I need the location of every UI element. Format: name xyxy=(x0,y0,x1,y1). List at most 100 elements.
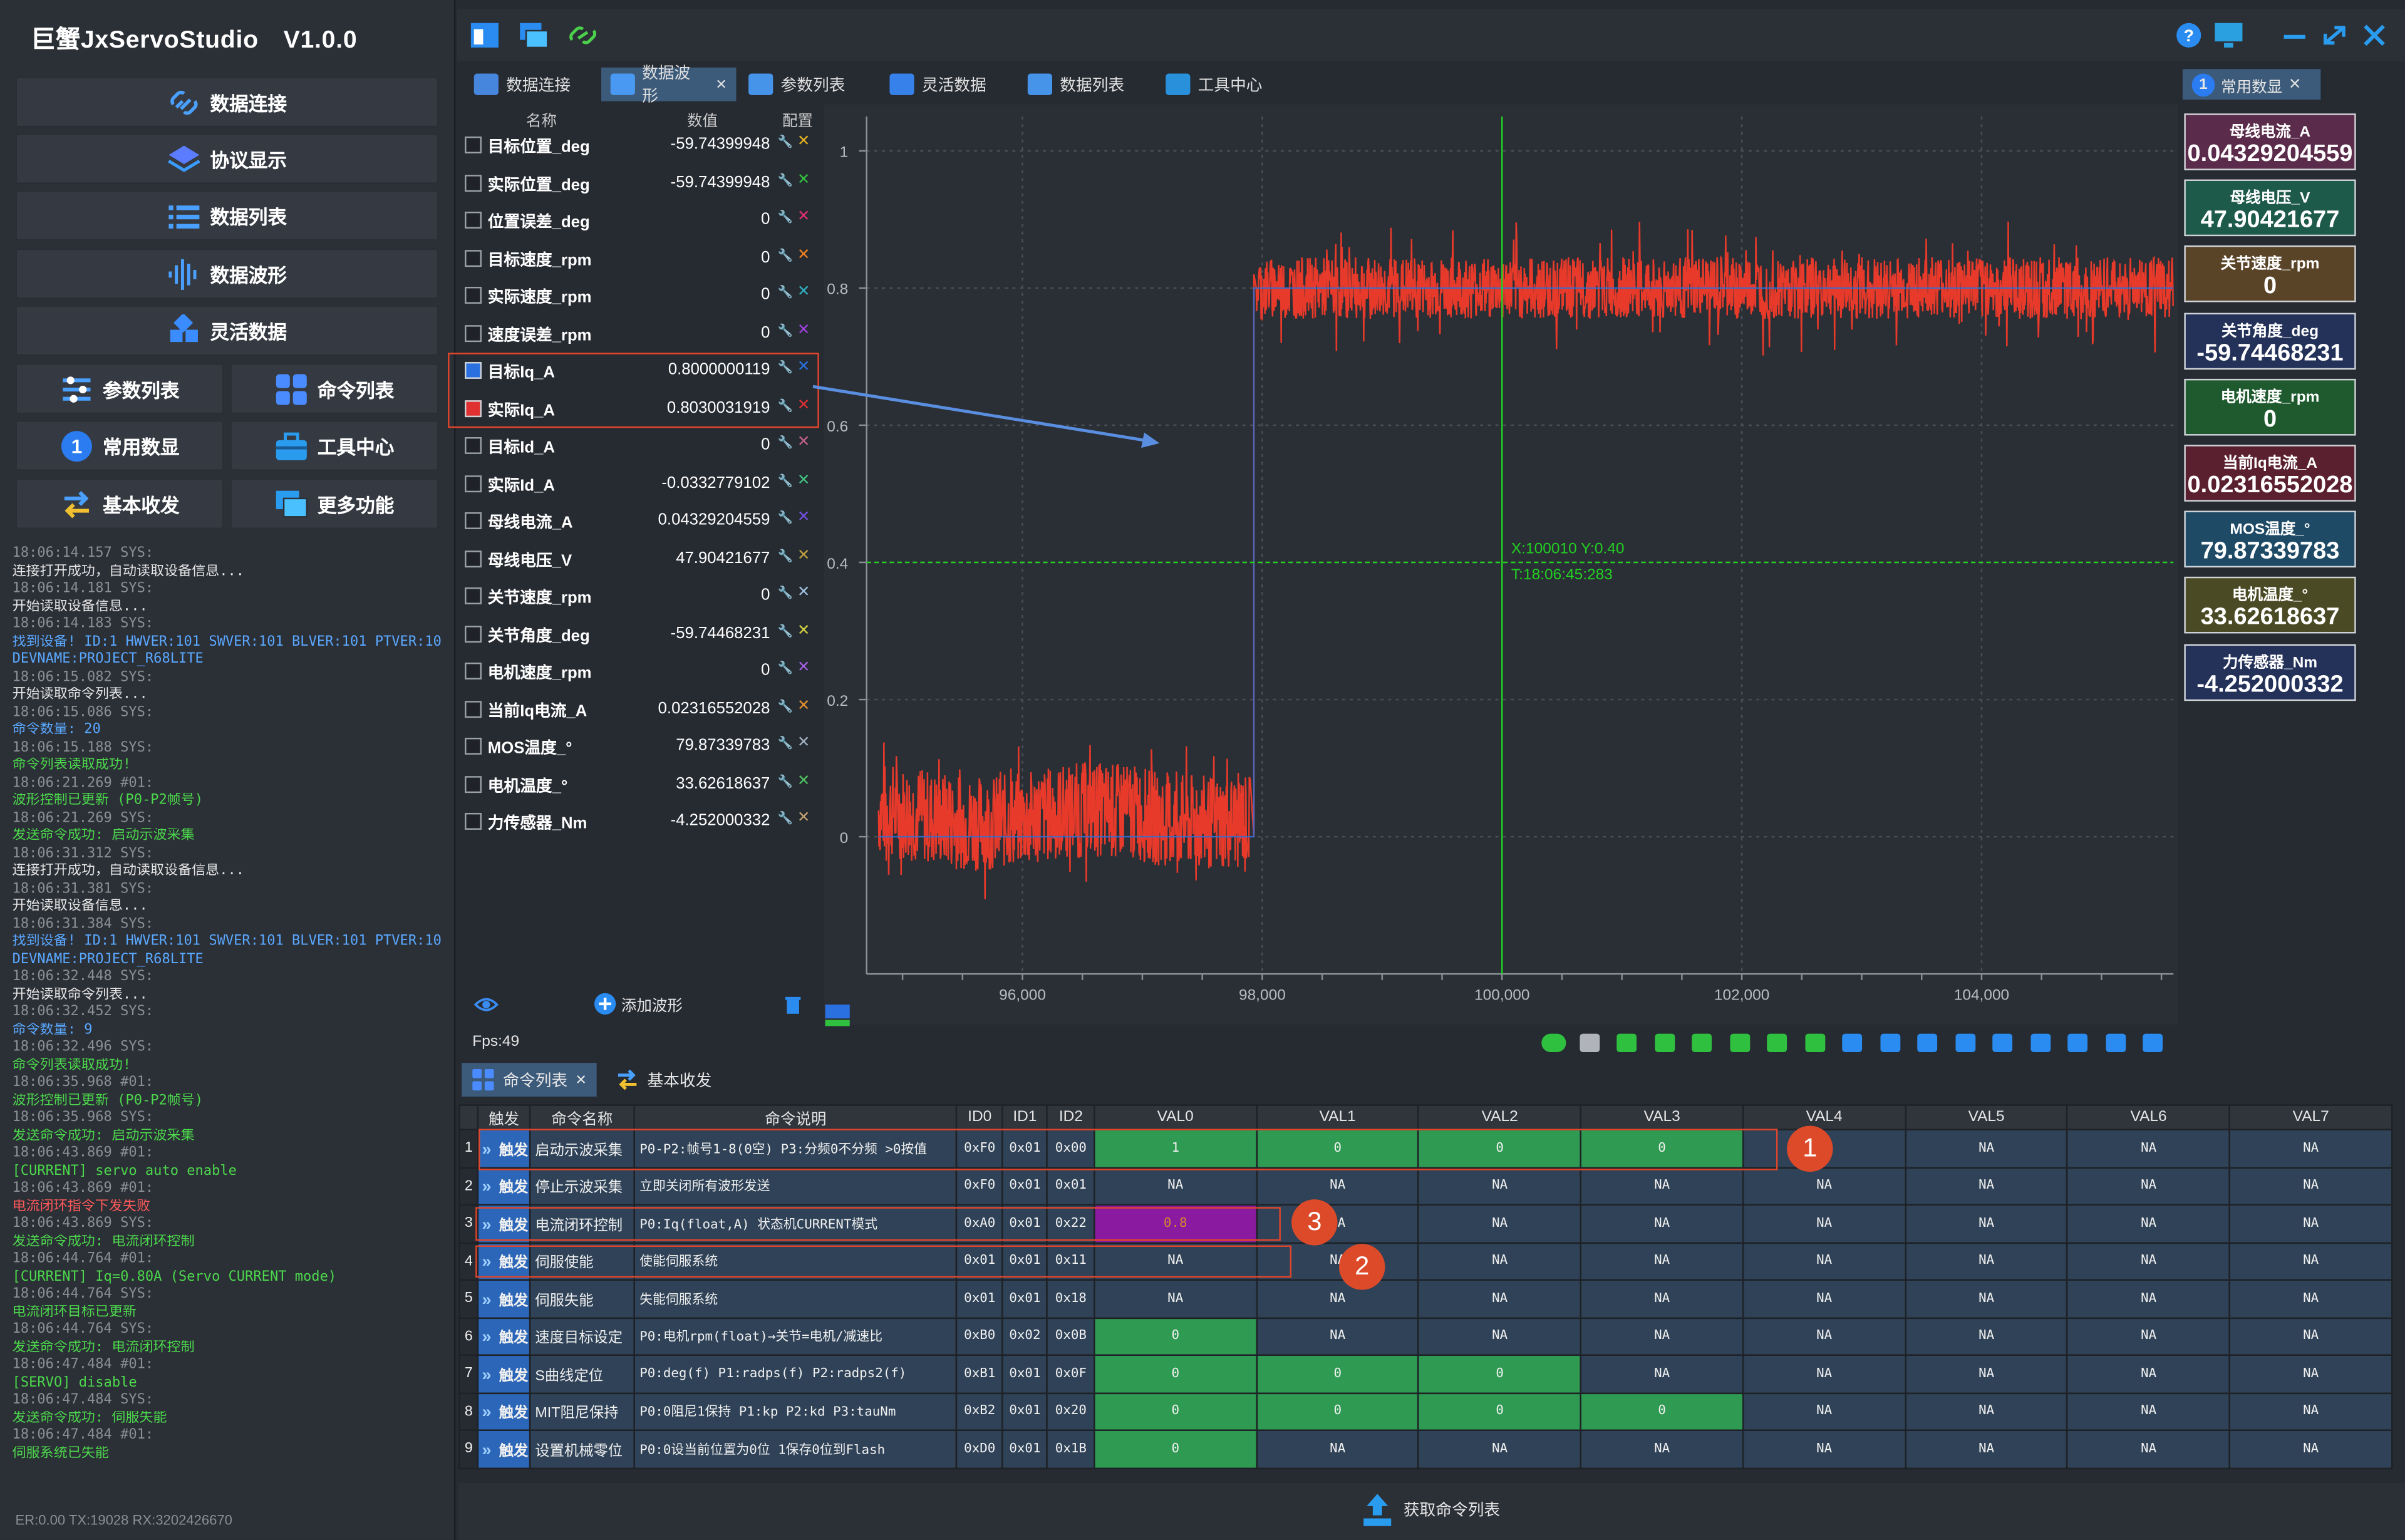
value-cell[interactable]: NA xyxy=(2066,1392,2231,1431)
value-cell[interactable]: NA xyxy=(1256,1241,1420,1281)
close-icon[interactable]: ✕ xyxy=(793,434,810,452)
signal-checkbox[interactable] xyxy=(465,624,482,642)
wrench-icon[interactable]: 🔧 xyxy=(777,586,794,600)
crosshair-icon[interactable] xyxy=(1654,1033,1675,1053)
close-icon[interactable]: ✕ xyxy=(575,1071,587,1087)
value-cell[interactable]: NA xyxy=(1742,1316,1906,1356)
updown-icon[interactable] xyxy=(1692,1033,1712,1053)
signal-checkbox[interactable] xyxy=(465,662,482,680)
value-cell[interactable]: NA xyxy=(1256,1429,1420,1469)
tab-tool-center[interactable]: 工具中心 xyxy=(1157,68,1289,101)
signal-row[interactable]: 关节速度_rpm 0 🔧 ✕ xyxy=(458,580,820,614)
trigger-button[interactable]: » 触发 xyxy=(477,1204,531,1243)
help-icon[interactable]: ? xyxy=(2175,21,2203,49)
value-cell[interactable]: NA xyxy=(2066,1129,2231,1168)
close-icon[interactable]: ✕ xyxy=(793,396,810,414)
wrench-icon[interactable]: 🔧 xyxy=(777,736,794,750)
nav-basic-rxtx-button[interactable]: 基本收发 xyxy=(15,478,224,529)
wrench-icon[interactable]: 🔧 xyxy=(777,323,794,337)
value-cell[interactable]: NA xyxy=(1742,1429,1906,1469)
value-cell[interactable]: 0 xyxy=(1417,1354,1582,1393)
screens-icon[interactable] xyxy=(519,21,549,49)
close-icon[interactable]: ✕ xyxy=(793,284,810,301)
value-cell[interactable]: NA xyxy=(2066,1316,2231,1356)
nav-param-list-button[interactable]: 参数列表 xyxy=(15,363,224,415)
select-icon[interactable] xyxy=(1804,1033,1825,1053)
chart-legend-icon[interactable] xyxy=(824,1003,851,1028)
signal-checkbox[interactable] xyxy=(465,587,482,604)
value-cell[interactable]: NA xyxy=(2228,1392,2393,1431)
nav-protocol-display-button[interactable]: 协议显示 xyxy=(15,133,439,184)
wrench-icon[interactable]: 🔧 xyxy=(777,360,794,375)
tab-data-connect[interactable]: 数据连接 xyxy=(465,68,597,101)
value-cell[interactable]: 0 xyxy=(1580,1392,1744,1431)
value-cell[interactable]: NA xyxy=(2066,1166,2231,1206)
value-cell[interactable]: NA xyxy=(1580,1316,1744,1356)
add-waveform-button[interactable]: 添加波形 xyxy=(594,993,683,1015)
signal-checkbox[interactable] xyxy=(465,211,482,229)
close-icon[interactable]: ✕ xyxy=(793,584,810,602)
fit-icon[interactable] xyxy=(1616,1033,1637,1053)
signal-checkbox[interactable] xyxy=(465,286,482,304)
value-cell[interactable]: NA xyxy=(2228,1166,2393,1206)
signal-row[interactable]: 目标位置_deg -59.74399948 🔧 ✕ xyxy=(458,129,820,163)
value-cell[interactable]: NA xyxy=(2228,1316,2393,1356)
value-cell[interactable]: 0 xyxy=(1256,1392,1420,1431)
link-icon[interactable] xyxy=(567,21,598,49)
value-cell[interactable]: NA xyxy=(2228,1429,2393,1469)
value-cell[interactable]: NA xyxy=(2066,1279,2231,1318)
value-cell[interactable]: NA xyxy=(2228,1129,2393,1168)
tab-param-list[interactable]: 参数列表 xyxy=(739,68,874,101)
value-cell[interactable]: NA xyxy=(2066,1354,2231,1393)
pause-icon[interactable] xyxy=(1579,1033,1600,1053)
signal-row[interactable]: 当前Iq电流_A 0.02316552028 🔧 ✕ xyxy=(458,693,820,726)
waveform-chart[interactable]: 96,000 98,000 100,000 102,000 104,000 0 0.2 0.4… xyxy=(824,104,2178,1025)
signal-checkbox[interactable] xyxy=(465,399,482,416)
close-icon[interactable]: ✕ xyxy=(793,472,810,489)
value-cell[interactable]: NA xyxy=(1904,1354,2069,1393)
wrench-icon[interactable]: 🔧 xyxy=(777,623,794,638)
wrench-icon[interactable]: 🔧 xyxy=(777,247,794,262)
signal-checkbox[interactable] xyxy=(465,136,482,153)
signal-row[interactable]: 目标速度_rpm 0 🔧 ✕ xyxy=(458,242,820,276)
value-cell[interactable]: NA xyxy=(1580,1279,1744,1318)
wrench-icon[interactable]: 🔧 xyxy=(777,135,794,149)
tab-common-data[interactable]: 1 常用数显 ✕ xyxy=(2182,69,2321,100)
wrench-icon[interactable]: 🔧 xyxy=(777,398,794,412)
arrow-right-icon[interactable] xyxy=(1880,1033,1900,1053)
trigger-button[interactable]: » 触发 xyxy=(477,1129,531,1168)
signal-checkbox[interactable] xyxy=(465,775,482,792)
value-cell[interactable]: NA xyxy=(1580,1241,1744,1281)
signal-row[interactable]: 电机温度_° 33.62618637 🔧 ✕ xyxy=(458,768,820,802)
signal-checkbox[interactable] xyxy=(465,512,482,529)
value-cell[interactable]: 0 xyxy=(1094,1354,1258,1393)
value-cell[interactable]: NA xyxy=(2228,1279,2393,1318)
signal-row[interactable]: 实际Id_A -0.0332779102 🔧 ✕ xyxy=(458,467,820,501)
nav-data-waveform-button[interactable]: 数据波形 xyxy=(15,248,439,299)
value-cell[interactable]: NA xyxy=(1904,1429,2069,1469)
close-icon[interactable]: ✕ xyxy=(2288,76,2302,93)
signal-checkbox[interactable] xyxy=(465,700,482,717)
value-cell[interactable]: NA xyxy=(1742,1204,1906,1243)
value-cell[interactable]: NA xyxy=(1417,1316,1582,1356)
value-cell[interactable]: NA xyxy=(1417,1241,1582,1281)
toggle-icon[interactable] xyxy=(1541,1033,1566,1053)
tab-data-waveform[interactable]: 数据波形 ✕ xyxy=(601,65,737,106)
value-cell[interactable]: NA xyxy=(1256,1316,1420,1356)
close-icon[interactable]: ✕ xyxy=(793,359,810,376)
maximize-icon[interactable] xyxy=(2319,21,2350,49)
wrench-icon[interactable]: 🔧 xyxy=(777,435,794,450)
close-icon[interactable]: ✕ xyxy=(793,810,810,827)
get-cmd-list-button[interactable]: 获取命令列表 xyxy=(1360,1491,1500,1527)
value-cell[interactable]: NA xyxy=(2066,1204,2231,1243)
arrow-up-icon[interactable] xyxy=(1917,1033,1938,1053)
wrench-icon[interactable]: 🔧 xyxy=(777,698,794,713)
signal-checkbox[interactable] xyxy=(465,737,482,755)
trigger-button[interactable]: » 触发 xyxy=(477,1279,531,1318)
monitor-icon[interactable] xyxy=(2213,21,2244,49)
trigger-button[interactable]: » 触发 xyxy=(477,1392,531,1431)
wrench-icon[interactable]: 🔧 xyxy=(777,285,794,299)
value-cell[interactable]: NA xyxy=(1742,1166,1906,1206)
screenshot-icon[interactable] xyxy=(2105,1033,2126,1053)
close-icon[interactable]: ✕ xyxy=(715,76,727,91)
